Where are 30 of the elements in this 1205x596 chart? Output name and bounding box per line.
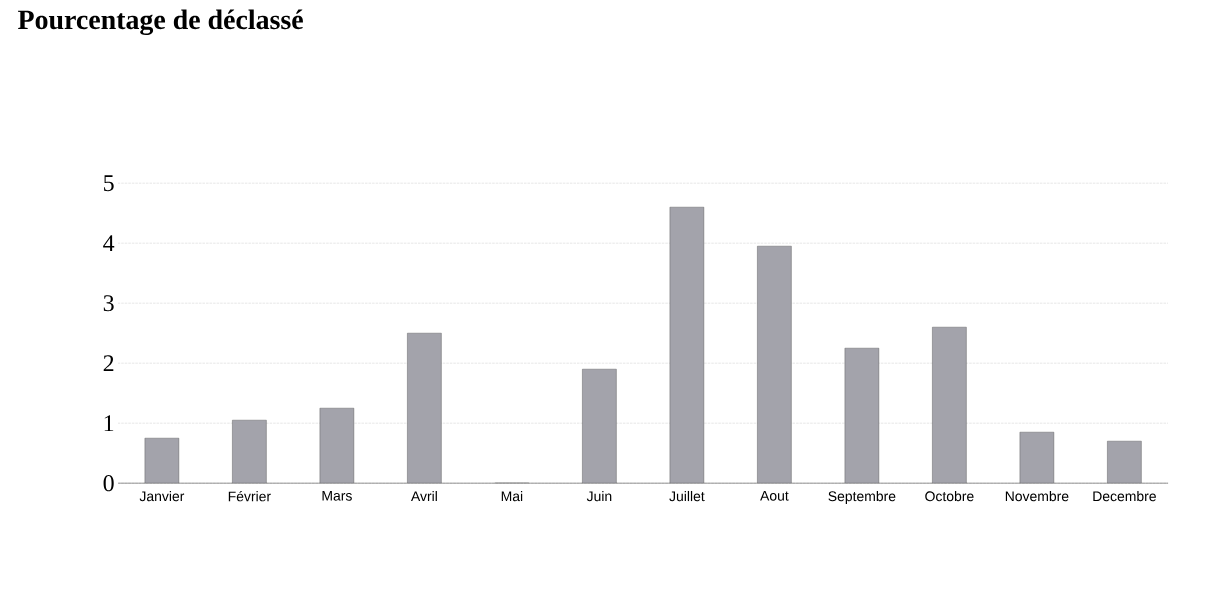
y-tick-label: 1 (104, 415, 114, 432)
bar (232, 419, 267, 484)
bar (757, 245, 792, 484)
x-tick-label: Avril (410, 490, 437, 502)
bar (144, 437, 180, 484)
x-tick-label: Novembre (1005, 490, 1069, 502)
y-tick-label: 3 (103, 295, 114, 312)
bar (669, 206, 705, 484)
bar (932, 326, 967, 484)
x-tick-label: Janvier (139, 490, 185, 502)
x-tick-label: Juillet (669, 490, 705, 502)
bar (844, 347, 880, 484)
y-tick-label: 2 (103, 355, 114, 372)
x-tick-label: Juin (586, 490, 612, 502)
x-tick-label: Octobre (925, 490, 974, 502)
x-tick-label: Septembre (828, 490, 896, 504)
x-tick-label: Decembre (1093, 490, 1156, 502)
bar (582, 368, 617, 484)
bar (1107, 440, 1142, 484)
chart-title: Pourcentage de déclassé (18, 9, 303, 36)
bar (407, 332, 442, 484)
x-tick-label: Mars (322, 490, 352, 501)
x-tick-label: Février (228, 490, 271, 502)
x-tick-label: Mai (501, 490, 523, 502)
y-tick-label: 0 (103, 475, 114, 492)
bar (1019, 431, 1055, 484)
bar (319, 407, 355, 484)
y-tick-label: 5 (104, 175, 114, 192)
x-tick-label: Aout (760, 490, 789, 501)
y-tick-label: 4 (103, 235, 115, 252)
